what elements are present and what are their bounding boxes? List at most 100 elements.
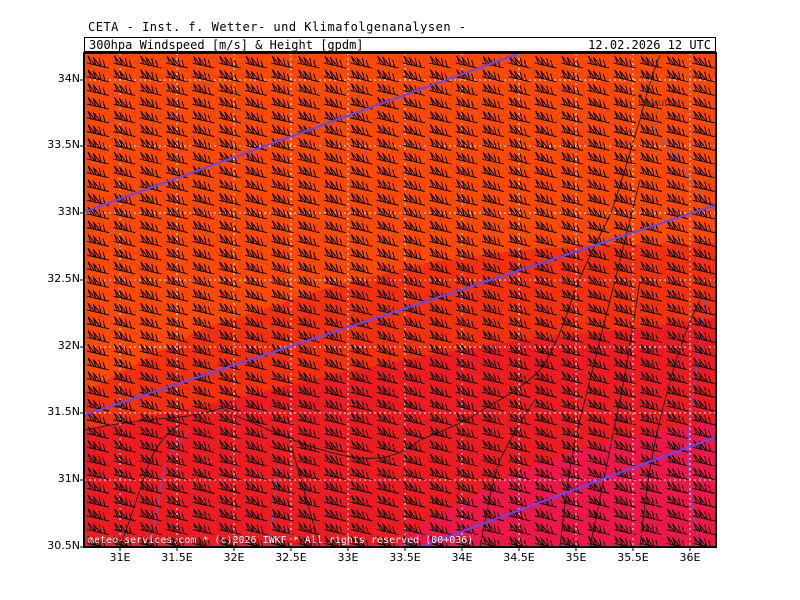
- wind-barb: [455, 398, 478, 412]
- wind-barb: [218, 302, 241, 316]
- wind-barb: [613, 138, 636, 151]
- wind-barb: [297, 453, 320, 467]
- wind-barb: [113, 261, 136, 275]
- wind-barb: [271, 247, 294, 261]
- wind-barb: [613, 83, 636, 96]
- wind-barb: [218, 508, 241, 522]
- wind-barb: [639, 69, 663, 83]
- wind-barb: [402, 453, 426, 467]
- wind-barb: [297, 302, 320, 316]
- wind-barb: [297, 192, 320, 206]
- wind-barb: [113, 385, 136, 398]
- wind-barb: [587, 206, 610, 220]
- wind-barb: [455, 316, 478, 330]
- wind-barb: [560, 110, 584, 124]
- wind-barb: [692, 83, 715, 96]
- wind-barb: [639, 412, 663, 426]
- wind-barb: [402, 385, 426, 398]
- wind-barb: [218, 275, 241, 289]
- wind-barb: [192, 522, 215, 536]
- wind-barb: [139, 398, 162, 412]
- wind-barb: [244, 302, 268, 316]
- wind-barb: [429, 192, 452, 206]
- wind-barb: [86, 288, 110, 302]
- wind-barb: [244, 467, 268, 481]
- wind-barb: [402, 165, 426, 179]
- wind-barb: [560, 69, 584, 83]
- map-plot-area: Beirut: [84, 53, 716, 547]
- wind-barb: [139, 508, 162, 522]
- wind-barb: [508, 371, 531, 385]
- wind-barb: [323, 138, 347, 151]
- wind-barb: [86, 385, 110, 398]
- wind-barb: [455, 179, 478, 192]
- wind-barb: [429, 522, 452, 536]
- wind-barb: [271, 494, 294, 508]
- wind-barb: [429, 220, 452, 234]
- wind-barb: [692, 481, 715, 494]
- wind-barb: [165, 343, 189, 357]
- wind-barb: [376, 426, 399, 439]
- wind-barb: [455, 481, 478, 494]
- wind-barb: [429, 261, 452, 275]
- wind-barb: [587, 316, 610, 330]
- wind-barb: [429, 302, 452, 316]
- wind-barb: [323, 439, 347, 453]
- wind-barb: [165, 508, 189, 522]
- wind-barb: [508, 83, 531, 96]
- wind-barb: [560, 124, 584, 138]
- wind-barb: [613, 247, 636, 261]
- wind-barb: [165, 234, 189, 247]
- wind-barb: [455, 302, 478, 316]
- wind-barb: [297, 522, 320, 536]
- wind-barb: [587, 494, 610, 508]
- wind-barb: [297, 357, 320, 371]
- wind-barb: [218, 110, 241, 124]
- wind-barb: [534, 302, 557, 316]
- wind-barb: [534, 371, 557, 385]
- wind-barb: [639, 439, 663, 453]
- wind-barb: [244, 343, 268, 357]
- wind-barb: [139, 343, 162, 357]
- wind-barb: [376, 110, 399, 124]
- wind-barb: [639, 522, 663, 536]
- wind-barb: [666, 481, 689, 494]
- wind-barb: [429, 69, 452, 83]
- wind-barb: [692, 275, 715, 289]
- wind-barb: [534, 124, 557, 138]
- wind-barb: [86, 508, 110, 522]
- wind-barb: [113, 439, 136, 453]
- wind-barb: [481, 110, 505, 124]
- wind-barb: [297, 110, 320, 124]
- institute-title: CETA - Inst. f. Wetter- und Klimafolgena…: [88, 20, 467, 34]
- wind-barb: [666, 151, 689, 165]
- wind-barb: [86, 69, 110, 83]
- wind-barb: [376, 220, 399, 234]
- wind-barb: [192, 206, 215, 220]
- wind-barb: [139, 179, 162, 192]
- wind-barb: [508, 439, 531, 453]
- wind-barb: [429, 96, 452, 110]
- wind-barb: [613, 439, 636, 453]
- wind-barb: [323, 385, 347, 398]
- wind-barb: [508, 179, 531, 192]
- wind-barb: [113, 151, 136, 165]
- wind-barb: [666, 234, 689, 247]
- wind-barb: [271, 138, 294, 151]
- wind-barb: [218, 330, 241, 343]
- wind-barb: [271, 508, 294, 522]
- wind-barb: [323, 151, 347, 165]
- wind-barb: [86, 398, 110, 412]
- wind-barb: [139, 467, 162, 481]
- wind-barb: [113, 288, 136, 302]
- wind-barb: [666, 426, 689, 439]
- wind-barb: [113, 398, 136, 412]
- wind-barb: [455, 234, 478, 247]
- wind-barb: [508, 288, 531, 302]
- wind-barb: [613, 398, 636, 412]
- wind-barb: [165, 398, 189, 412]
- wind-barb: [587, 96, 610, 110]
- wind-barb: [429, 110, 452, 124]
- wind-barb: [86, 55, 110, 69]
- wind-barb: [297, 138, 320, 151]
